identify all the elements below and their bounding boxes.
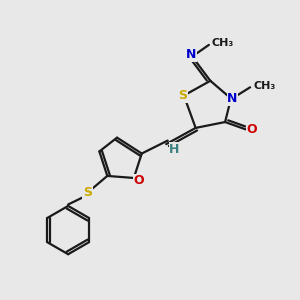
Text: O: O	[246, 123, 257, 136]
Text: O: O	[134, 174, 144, 188]
Text: S: S	[178, 89, 187, 102]
Text: CH₃: CH₃	[253, 80, 275, 91]
Text: S: S	[83, 186, 92, 199]
Text: H: H	[169, 143, 180, 156]
Text: N: N	[227, 92, 238, 105]
Text: CH₃: CH₃	[212, 38, 234, 48]
Text: N: N	[186, 48, 196, 62]
